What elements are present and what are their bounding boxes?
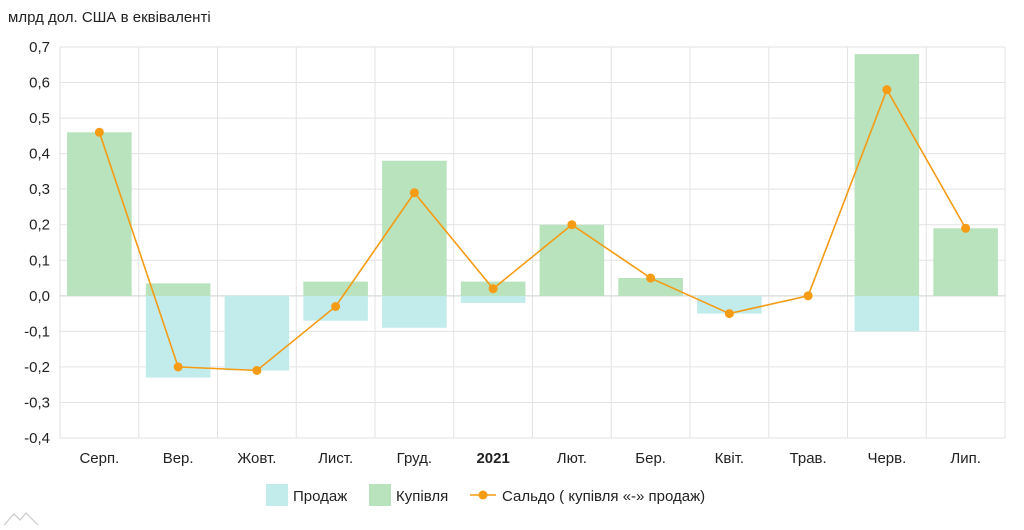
y-tick-label: 0,5 [29,110,50,127]
legend-label-purchase: Купівля [396,488,448,505]
legend-swatch-purchase [369,484,391,506]
balance-point [94,127,104,137]
bar-purchase [145,283,211,296]
balance-point [646,273,656,283]
bar-sale [460,295,526,303]
axis-layer: 0,7 0,6 0,5 0,4 0,3 0,2 0,1 0,0 -0,1 -0,2 -0,3 -0,4… [24,39,981,467]
bar-purchase [539,224,605,296]
y-tick-label: 0,6 [29,75,50,92]
y-tick-label: -0,1 [24,323,50,340]
balance-point [961,223,971,233]
bar-purchase [67,132,132,296]
legend-label-sale: Продаж [293,488,347,505]
x-tick-label: 2021 [476,450,509,467]
bar-layer [67,54,998,378]
x-tick-label: Трав. [790,450,827,467]
x-tick-label: Вер. [163,450,194,467]
legend-swatch-sale [266,484,288,506]
balance-point [409,188,419,198]
legend-swatch-balance-point [478,490,488,500]
balance-point [252,365,262,375]
y-tick-label: -0,4 [24,430,50,447]
y-tick-label: 0,1 [29,252,50,269]
balance-point [803,291,813,301]
x-tick-label: Черв. [867,450,906,467]
bar-sale [854,295,920,332]
bar-purchase [854,54,920,296]
y-tick-label: 0,2 [29,217,50,234]
line-layer [94,85,971,375]
logo-icon [3,512,39,526]
bar-purchase [382,160,447,296]
bar-sale [224,295,290,371]
y-tick-label: -0,2 [24,359,50,376]
bar-purchase [618,278,683,296]
balance-point [882,85,892,95]
x-tick-label: Серп. [79,450,119,467]
x-tick-label: Лип. [950,450,981,467]
grid-layer [59,46,1006,439]
balance-point [173,362,183,372]
y-tick-label: 0,4 [29,146,50,163]
x-tick-label: Лист. [318,450,353,467]
y-tick-label: -0,3 [24,394,50,411]
legend-label-balance: Сальдо ( купівля «-» продаж) [502,488,705,505]
unit-label: млрд дол. США в еквіваленті [8,9,211,26]
x-tick-label: Квіт. [715,450,744,467]
legend: Продаж Купівля Сальдо ( купівля «-» продаж… [266,484,705,506]
balance-point [488,284,498,294]
bar-purchase [303,281,368,296]
balance-point [567,220,577,230]
y-tick-label: 0,3 [29,181,50,198]
x-tick-label: Жовт. [237,450,276,467]
bar-purchase [933,228,998,296]
x-tick-label: Груд. [397,450,432,467]
x-tick-label: Лют. [557,450,587,467]
y-tick-label: 0,7 [29,39,50,56]
y-tick-label: 0,0 [29,288,50,305]
balance-point [331,301,341,311]
x-tick-label: Бер. [635,450,666,467]
balance-point [724,309,734,319]
balance-line [98,87,967,372]
bar-sale [382,295,447,328]
